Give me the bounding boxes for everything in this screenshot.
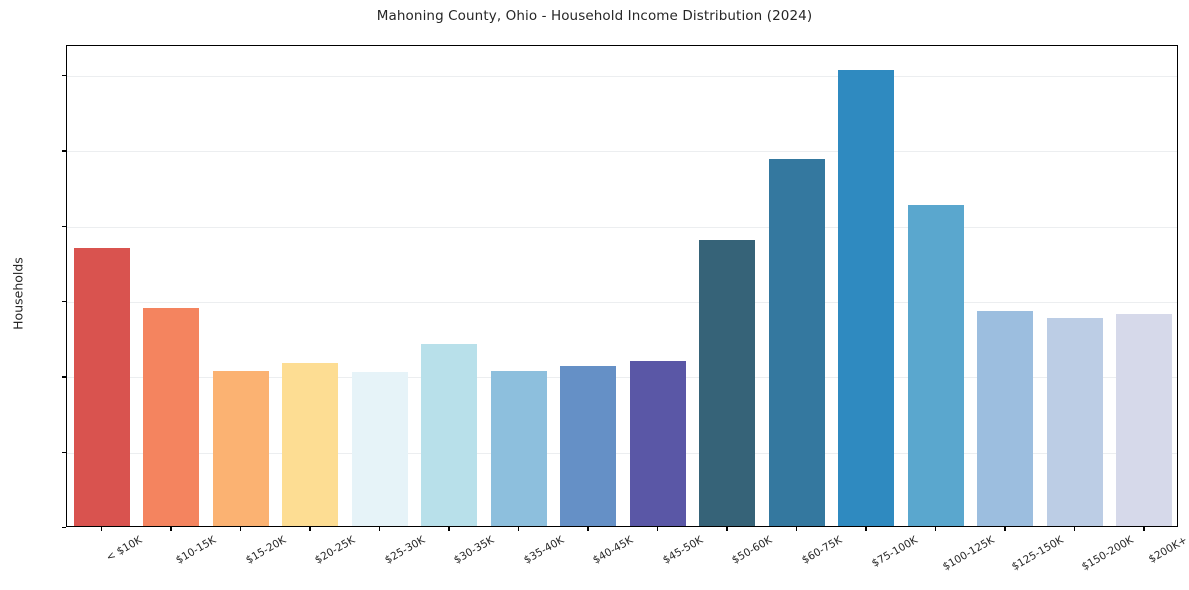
- x-tick-label: $30-35K: [452, 534, 497, 567]
- y-tick-mark: [62, 451, 66, 453]
- x-tick-label: < $10K: [103, 534, 144, 564]
- y-axis-label: Households: [10, 257, 26, 330]
- x-tick-mark: [239, 527, 242, 531]
- x-tick-label: $75-100K: [870, 534, 921, 570]
- bar: [1046, 317, 1103, 526]
- bar: [212, 371, 269, 526]
- x-tick-mark: [100, 527, 103, 531]
- bar: [143, 307, 200, 526]
- x-tick-mark: [795, 527, 798, 531]
- x-tick-label: $40-45K: [591, 534, 636, 567]
- x-tick-mark: [1004, 527, 1006, 531]
- x-tick-mark: [1143, 527, 1145, 531]
- x-tick-mark: [1073, 527, 1076, 531]
- bar: [907, 205, 964, 526]
- x-tick-label: $10-15K: [174, 534, 219, 567]
- gridline: [67, 302, 1177, 304]
- x-tick-label: $150-200K: [1079, 534, 1136, 574]
- gridline: [67, 226, 1177, 228]
- x-tick-label: $125-150K: [1009, 534, 1066, 574]
- x-tick-label: $15-20K: [243, 534, 288, 567]
- plot-area: [66, 45, 1178, 527]
- chart-title: Mahoning County, Ohio - Household Income…: [376, 8, 813, 24]
- bar: [838, 70, 895, 526]
- x-tick-label: $60-75K: [799, 534, 844, 567]
- y-tick-mark: [62, 150, 66, 152]
- x-tick-mark: [656, 527, 659, 531]
- y-tick-mark: [62, 527, 66, 529]
- gridline: [67, 452, 1177, 454]
- bar: [977, 310, 1034, 526]
- bar: [1116, 313, 1173, 526]
- x-tick-mark: [587, 527, 589, 531]
- bar: [629, 361, 686, 526]
- bar: [490, 370, 547, 526]
- x-tick-mark: [726, 527, 728, 531]
- gridline: [67, 377, 1177, 379]
- bar: [560, 365, 617, 526]
- x-tick-mark: [378, 527, 381, 531]
- x-tick-mark: [170, 527, 172, 531]
- bar: [421, 344, 478, 526]
- gridline: [67, 76, 1177, 78]
- bar: [768, 159, 825, 526]
- bar: [73, 248, 130, 526]
- x-tick-mark: [309, 527, 311, 531]
- x-tick-mark: [517, 527, 520, 531]
- x-tick-label: $200K+: [1146, 534, 1189, 566]
- y-tick-mark: [62, 75, 66, 77]
- x-tick-label: $20-25K: [313, 534, 358, 567]
- x-tick-label: $45-50K: [660, 534, 705, 567]
- x-tick-mark: [448, 527, 450, 531]
- bar: [351, 372, 408, 526]
- y-tick-mark: [62, 376, 66, 378]
- x-tick-label: $50-60K: [730, 534, 775, 567]
- x-tick-mark: [934, 527, 937, 531]
- x-tick-label: $25-30K: [382, 534, 427, 567]
- gridline: [67, 151, 1177, 153]
- x-tick-label: $35-40K: [521, 534, 566, 567]
- x-tick-mark: [865, 527, 867, 531]
- y-tick-mark: [62, 301, 66, 303]
- bar: [282, 363, 339, 526]
- bar: [699, 239, 756, 526]
- x-tick-label: $100-125K: [940, 534, 997, 574]
- y-tick-mark: [62, 225, 66, 228]
